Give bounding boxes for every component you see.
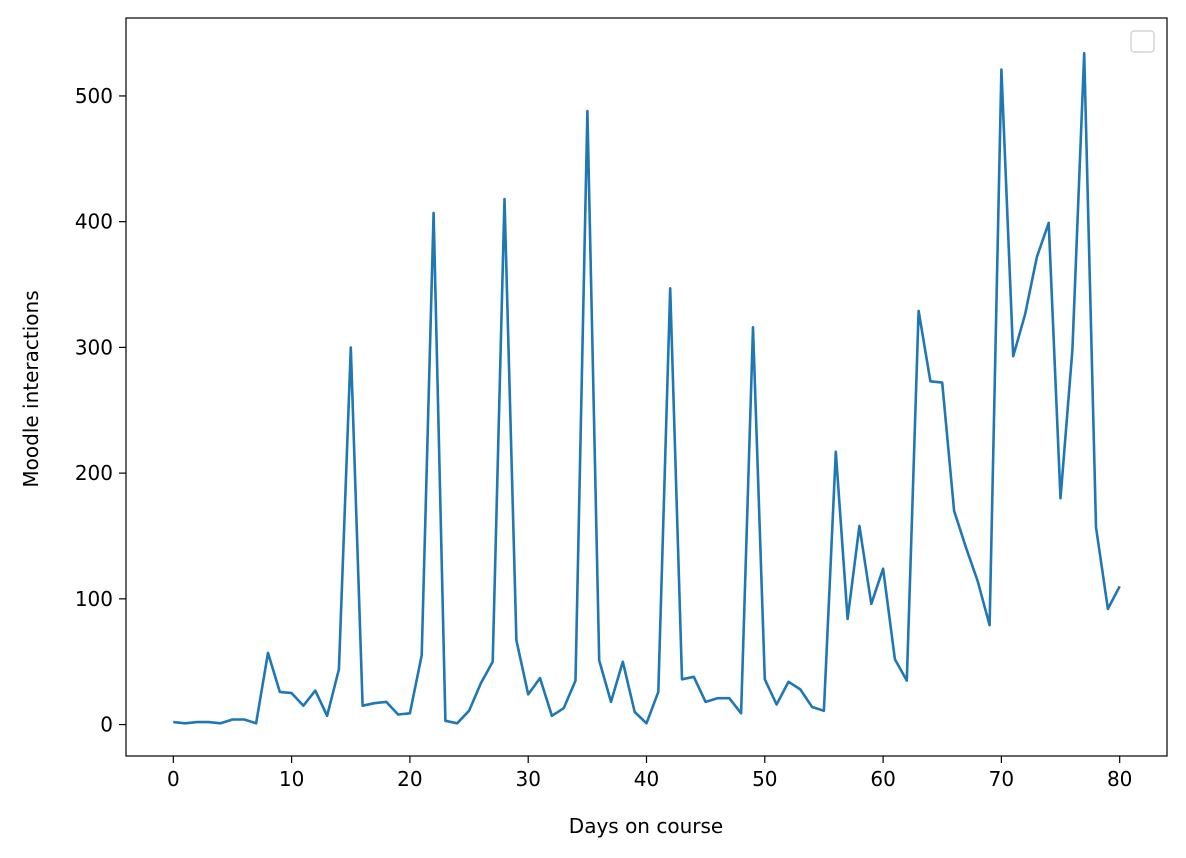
y-tick-label: 100 [75, 587, 113, 611]
y-tick-label: 0 [100, 713, 113, 737]
series-line [173, 51, 1121, 725]
y-tick-label: 500 [75, 84, 113, 108]
x-tick-label: 80 [1107, 767, 1132, 791]
y-tick-label: 400 [75, 210, 113, 234]
x-tick-label: 10 [279, 767, 304, 791]
y-tick-label: 200 [75, 461, 113, 485]
x-tick-label: 50 [752, 767, 777, 791]
y-axis-label: Moodle interactions [19, 290, 43, 487]
x-tick-label: 20 [397, 767, 422, 791]
plot-area [125, 17, 1168, 757]
x-tick-label: 0 [167, 767, 180, 791]
y-axis: 0 100 200 300 400 500 [75, 84, 126, 737]
x-axis: 0 10 20 30 40 50 60 70 80 [167, 756, 1132, 791]
legend-box [1130, 30, 1155, 53]
y-tick-label: 300 [75, 335, 113, 359]
x-tick-label: 40 [634, 767, 659, 791]
x-tick-label: 60 [870, 767, 895, 791]
x-tick-label: 70 [989, 767, 1014, 791]
x-tick-label: 30 [515, 767, 540, 791]
x-axis-label: Days on course [569, 814, 723, 838]
